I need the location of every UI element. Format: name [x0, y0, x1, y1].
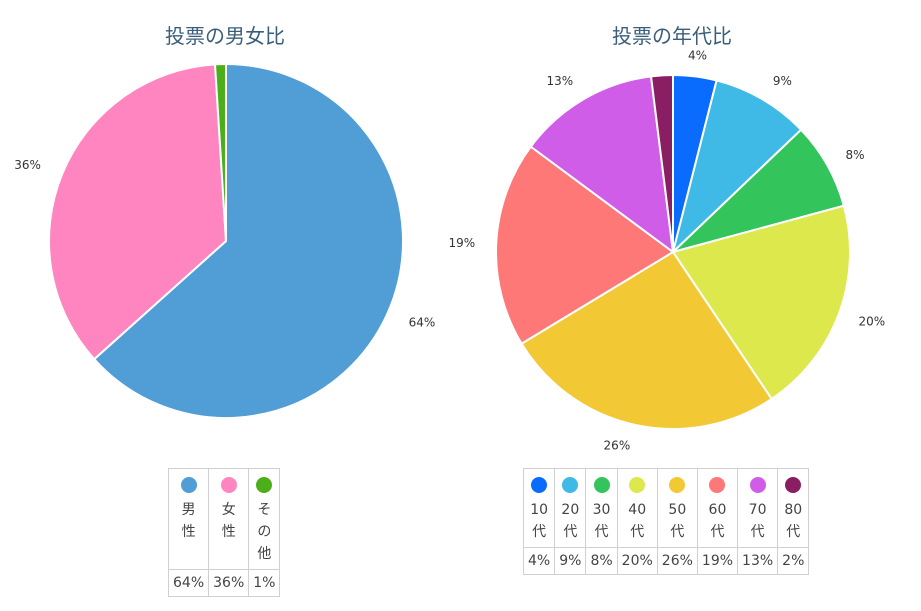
- legend-item-80s[interactable]: 80 代: [777, 468, 810, 548]
- legend-swatch-male: [180, 477, 197, 493]
- legend-label-10s: 代: [532, 524, 547, 540]
- legend-swatch-60s: [709, 477, 726, 493]
- legend-swatch-40s: [629, 477, 646, 493]
- legend-item-30s[interactable]: 30 代: [585, 468, 618, 548]
- legend-value-10s: 4%: [522, 547, 556, 575]
- legend-swatch-20s: [562, 477, 579, 493]
- pie-slice-80s[interactable]: [649, 73, 674, 253]
- legend-value-female: 36%: [208, 569, 250, 597]
- legend-swatch-50s: [669, 477, 686, 493]
- pie-slice-40s[interactable]: [671, 204, 851, 401]
- legend-label-50s: 50: [668, 502, 687, 518]
- legend-item-40s[interactable]: 40 代: [616, 468, 658, 548]
- pie-label-40s: 20%: [858, 314, 885, 328]
- legend-label-60s: 代: [710, 524, 725, 540]
- legend-item-male[interactable]: 男性: [167, 468, 210, 570]
- legend-item-female[interactable]: 女性: [208, 468, 250, 570]
- pie-label-30s: 8%: [845, 148, 864, 162]
- legend-label-female: 性: [221, 524, 236, 540]
- legend-label-other: 他: [257, 546, 272, 562]
- legend-label-other: の: [257, 524, 272, 540]
- legend-label-80s: 代: [786, 524, 801, 540]
- age-pie: 4% 9% 8% 20% 26% 19% 13%: [449, 49, 886, 453]
- legend-swatch-70s: [749, 477, 766, 493]
- legend-label-40s: 40: [628, 502, 647, 518]
- legend-swatch-female: [220, 477, 237, 493]
- legend-label-70s: 70: [748, 502, 767, 518]
- legend-value-50s: 26%: [656, 547, 698, 575]
- legend-label-80s: 80: [784, 502, 803, 518]
- age-legend: 10 代 20 代 30 代 40 代 50 代 60 代 70 代 80 代 4% 9% 8% 20% 26% 19%…: [522, 468, 810, 575]
- legend-value-other: 1%: [248, 569, 281, 597]
- age-chart-title: 投票の年代比: [612, 24, 732, 48]
- pie-slice-20s[interactable]: [671, 79, 803, 256]
- legend-item-other[interactable]: その他: [248, 468, 281, 570]
- legend-label-10s: 10: [530, 502, 549, 518]
- legend-value-80s: 2%: [777, 547, 810, 575]
- legend-label-20s: 代: [563, 524, 578, 540]
- legend-label-male: 性: [181, 524, 196, 540]
- legend-value-60s: 19%: [696, 547, 739, 575]
- legend-label-40s: 代: [630, 524, 645, 540]
- gender-chart-title: 投票の男女比: [165, 24, 285, 48]
- legend-swatch-80s: [785, 477, 802, 493]
- legend-item-10s[interactable]: 10 代: [522, 468, 556, 548]
- legend-label-50s: 代: [670, 524, 685, 540]
- legend-item-50s[interactable]: 50 代: [656, 468, 698, 548]
- pie-slice-female[interactable]: [48, 63, 228, 361]
- pie-label-60s: 19%: [449, 236, 476, 250]
- legend-value-70s: 13%: [737, 547, 779, 575]
- pie-slice-60s[interactable]: [495, 145, 675, 346]
- legend-label-30s: 代: [594, 524, 609, 540]
- pie-slice-50s[interactable]: [520, 250, 774, 430]
- legend-value-20s: 9%: [554, 547, 587, 575]
- pie-slice-70s[interactable]: [529, 75, 675, 255]
- legend-label-30s: 30: [592, 502, 611, 518]
- legend-swatch-other: [256, 477, 273, 493]
- legend-value-male: 64%: [167, 569, 210, 597]
- pie-label-50s: 26%: [604, 438, 631, 452]
- gender-pie: 64% 36%: [14, 62, 436, 419]
- legend-label-female: 女: [221, 502, 236, 518]
- pie-label-male: 64%: [409, 316, 436, 330]
- legend-label-60s: 60: [708, 502, 727, 518]
- legend-value-40s: 20%: [616, 547, 658, 575]
- pie-slice-male[interactable]: [92, 62, 404, 419]
- legend-label-male: 男: [181, 502, 196, 518]
- pie-label-20s: 9%: [773, 74, 792, 88]
- legend-swatch-30s: [593, 477, 610, 493]
- pie-slice-other[interactable]: [213, 62, 227, 242]
- legend-item-60s[interactable]: 60 代: [696, 468, 739, 548]
- pie-label-10s: 4%: [688, 49, 707, 63]
- pie-label-70s: 13%: [546, 74, 573, 88]
- legend-swatch-10s: [531, 477, 548, 493]
- legend-item-70s[interactable]: 70 代: [737, 468, 779, 548]
- legend-value-30s: 8%: [585, 547, 618, 575]
- pie-label-female: 36%: [14, 158, 41, 172]
- legend-item-20s[interactable]: 20 代: [554, 468, 587, 548]
- gender-legend: 男性女性その他 64% 36% 1%: [167, 468, 281, 597]
- legend-label-other: そ: [257, 502, 272, 518]
- legend-label-70s: 代: [750, 524, 765, 540]
- legend-label-20s: 20: [561, 502, 580, 518]
